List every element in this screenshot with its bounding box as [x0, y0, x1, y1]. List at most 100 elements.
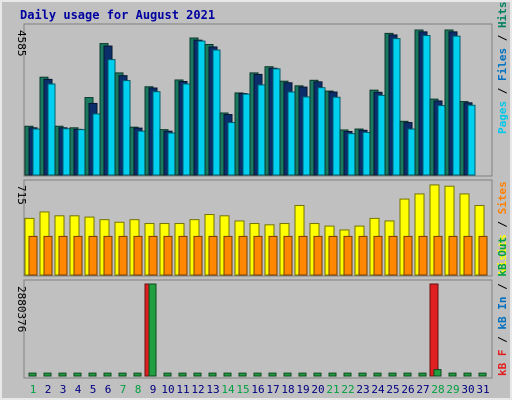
legend-entry-files: Files — [496, 48, 509, 81]
day-label-5: 5 — [90, 383, 97, 396]
bar-sites-day-28 — [433, 235, 443, 276]
bar-sites-day-9 — [148, 235, 158, 276]
bar-sites-day-29 — [448, 235, 458, 276]
visits-sites-panel: 715 Visits / Sites — [15, 179, 509, 277]
bar-kb-out-day-4 — [73, 372, 82, 377]
bar-sites-day-5 — [88, 235, 98, 276]
bar-kb-out-day-22 — [343, 372, 352, 377]
bar-sites-day-30 — [463, 235, 473, 276]
day-label-18: 18 — [281, 383, 294, 396]
bar-sites-day-2 — [43, 235, 53, 276]
middle-panel-max-label: 715 — [15, 185, 28, 205]
chart-title: Daily usage for August 2021 — [20, 8, 215, 22]
bar-kb-out-day-11 — [178, 372, 187, 377]
bar-pages-day-3 — [62, 128, 71, 176]
kbytes-panel: 2880376 kB F / kB In / kB Out — [15, 237, 509, 379]
bar-pages-day-7 — [122, 80, 131, 176]
day-axis-labels: 1 2 3 4 5 6 7 8 9 10 11 12 13 14 15 16 17 18 19 20 21 22 23 24 2… — [30, 383, 490, 396]
bar-sites-day-26 — [403, 235, 413, 276]
day-label-8: 8 — [135, 383, 142, 396]
bar-kb-out-day-20 — [313, 372, 322, 377]
day-label-4: 4 — [75, 383, 82, 396]
legend-entry-kb-f: kB F — [496, 350, 509, 377]
bottom-panel-legend: kB F / kB In / kB Out — [496, 237, 509, 376]
bar-pages-day-11 — [182, 83, 191, 176]
day-label-9: 9 — [150, 383, 157, 396]
legend-separator: / — [496, 81, 509, 101]
middle-panel-legend: Visits / Sites — [496, 181, 509, 274]
day-label-14: 14 — [221, 383, 235, 396]
bottom-panel-max-label: 2880376 — [15, 286, 28, 332]
day-label-19: 19 — [296, 383, 309, 396]
bar-kb-out-day-6 — [103, 372, 112, 377]
bar-sites-day-11 — [178, 235, 188, 276]
bar-pages-day-20 — [317, 87, 326, 176]
bar-kb-out-day-21 — [328, 372, 337, 377]
day-label-13: 13 — [206, 383, 219, 396]
bottom-panel-area — [23, 279, 493, 379]
day-label-31: 31 — [476, 383, 489, 396]
day-label-2: 2 — [45, 383, 52, 396]
bar-sites-day-22 — [343, 235, 353, 276]
bar-pages-day-4 — [77, 129, 86, 176]
bar-pages-day-6 — [107, 59, 116, 176]
bar-sites-day-12 — [193, 235, 203, 276]
day-label-27: 27 — [416, 383, 429, 396]
bar-sites-day-3 — [58, 235, 68, 276]
day-label-3: 3 — [60, 383, 67, 396]
bar-pages-day-26 — [407, 128, 416, 176]
bar-kb-out-day-23 — [358, 372, 367, 377]
legend-separator: / — [496, 330, 509, 350]
day-label-21: 21 — [326, 383, 339, 396]
bar-sites-day-19 — [298, 235, 308, 276]
bar-sites-day-14 — [223, 235, 233, 276]
bar-pages-day-19 — [302, 96, 311, 176]
day-label-12: 12 — [191, 383, 204, 396]
day-label-11: 11 — [176, 383, 189, 396]
bar-pages-day-18 — [287, 91, 296, 176]
bar-pages-day-12 — [197, 40, 206, 176]
bar-sites-day-6 — [103, 235, 113, 276]
bar-pages-day-13 — [212, 49, 221, 176]
bar-kb-out-day-27 — [418, 372, 427, 377]
panel-series-legend: Pages / Files / Hits — [496, 2, 509, 135]
bar-pages-day-1 — [32, 128, 41, 176]
bar-pages-day-22 — [347, 133, 356, 176]
bar-pages-day-23 — [362, 131, 371, 176]
bar-kb-out-day-7 — [118, 372, 127, 377]
day-label-22: 22 — [341, 383, 354, 396]
day-label-23: 23 — [356, 383, 369, 396]
legend-entry-kb-in: kB In — [496, 297, 509, 330]
bar-pages-day-10 — [167, 132, 176, 176]
bar-pages-day-17 — [272, 68, 281, 176]
bar-kb-out-day-13 — [208, 372, 217, 377]
legend-separator: / — [496, 28, 509, 48]
bar-kb-out-day-29 — [448, 372, 457, 377]
bar-pages-day-9 — [152, 91, 161, 176]
bar-kb-out-day-26 — [403, 372, 412, 377]
legend-entry-sites: Sites — [496, 181, 509, 214]
day-label-6: 6 — [105, 383, 112, 396]
bar-pages-day-30 — [467, 104, 476, 176]
top-panel-legend: Pages / Files / Hits — [496, 2, 509, 135]
bar-pages-day-28 — [437, 105, 446, 176]
bar-sites-day-16 — [253, 235, 263, 276]
day-label-28: 28 — [431, 383, 444, 396]
day-label-7: 7 — [120, 383, 127, 396]
bar-kb-out-day-19 — [298, 372, 307, 377]
day-label-25: 25 — [386, 383, 399, 396]
bar-sites-day-25 — [388, 235, 398, 276]
bar-pages-day-27 — [422, 35, 431, 176]
day-label-29: 29 — [446, 383, 459, 396]
bar-pages-day-29 — [452, 35, 461, 176]
middle-panel-bars — [24, 184, 488, 276]
bar-kb-out-day-25 — [388, 372, 397, 377]
legend-separator: / — [496, 214, 509, 234]
bar-sites-day-27 — [418, 235, 428, 276]
bar-kb-out-day-1 — [28, 372, 37, 377]
bar-sites-day-18 — [283, 235, 293, 276]
bar-kb-out-day-31 — [478, 372, 487, 377]
legend-entry-hits: Hits — [496, 2, 509, 29]
top-panel-bars — [24, 29, 476, 176]
hits-files-pages-panel: 4585 Pages / Files / Hits — [15, 2, 509, 177]
